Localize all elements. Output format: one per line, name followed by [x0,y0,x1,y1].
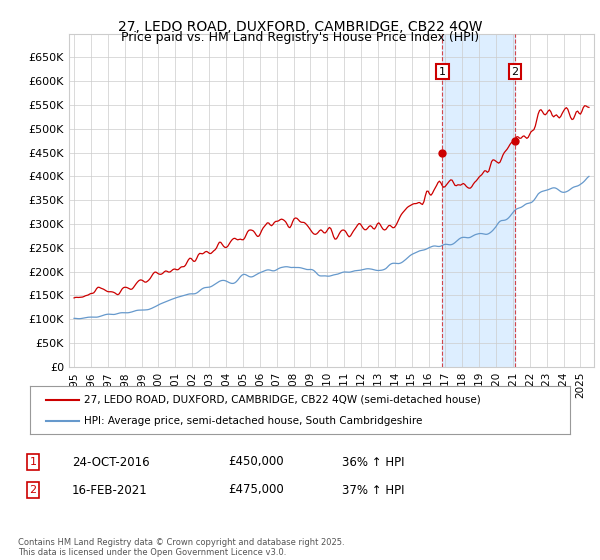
Bar [442,34,515,367]
Text: Price paid vs. HM Land Registry's House Price Index (HPI): Price paid vs. HM Land Registry's House … [121,31,479,44]
Text: 1: 1 [29,457,37,467]
Text: Contains HM Land Registry data © Crown copyright and database right 2025.
This d: Contains HM Land Registry data © Crown c… [18,538,344,557]
Text: 37% ↑ HPI: 37% ↑ HPI [342,483,404,497]
Text: £475,000: £475,000 [228,483,284,497]
Text: 2: 2 [511,67,518,77]
Text: 36% ↑ HPI: 36% ↑ HPI [342,455,404,469]
Text: 27, LEDO ROAD, DUXFORD, CAMBRIDGE, CB22 4QW (semi-detached house): 27, LEDO ROAD, DUXFORD, CAMBRIDGE, CB22 … [84,395,481,405]
Text: 1: 1 [439,67,446,77]
Text: 24-OCT-2016: 24-OCT-2016 [72,455,149,469]
Text: £450,000: £450,000 [228,455,284,469]
Text: HPI: Average price, semi-detached house, South Cambridgeshire: HPI: Average price, semi-detached house,… [84,416,422,426]
Text: 27, LEDO ROAD, DUXFORD, CAMBRIDGE, CB22 4QW: 27, LEDO ROAD, DUXFORD, CAMBRIDGE, CB22 … [118,20,482,34]
Text: 2: 2 [29,485,37,495]
Text: 16-FEB-2021: 16-FEB-2021 [72,483,148,497]
